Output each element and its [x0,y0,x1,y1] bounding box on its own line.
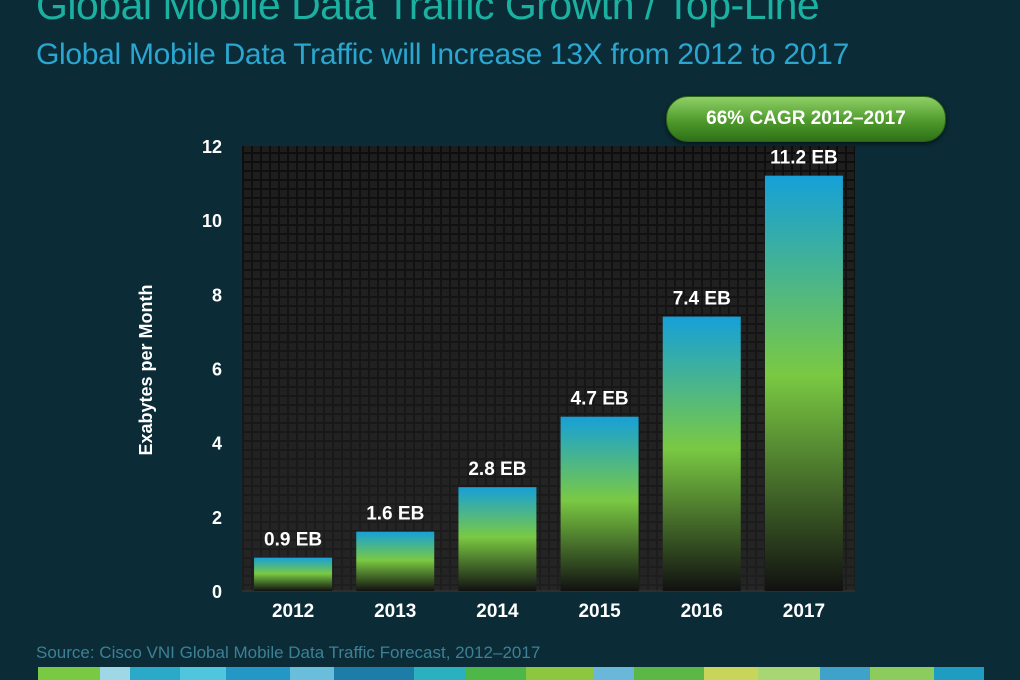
y-tick-label: 0 [212,582,222,602]
plot-texture [242,146,855,591]
bar-data-label: 1.6 EB [366,504,424,525]
bar-data-label: 2.8 EB [468,459,526,480]
x-tick-label: 2016 [681,601,723,622]
bar-2016 [662,316,741,591]
bar-2014 [458,487,537,591]
y-tick-label: 6 [212,360,222,380]
stripe-segment [704,667,758,680]
source-note: Source: Cisco VNI Global Mobile Data Tra… [36,643,541,662]
stripe-segment [758,667,820,680]
bar-chart: 0 2 4 6 8 10 12 0.9 EB 1.6 EB 2.8 EB 4.7 EB 7.4 EB… [136,137,855,622]
bar-2017 [764,175,843,591]
x-tick-label: 2012 [272,601,314,622]
stripe-segment [870,667,934,680]
bar-data-label: 7.4 EB [673,289,731,310]
x-tick-label: 2013 [374,601,416,622]
stripe-segment [594,667,634,680]
decorative-color-stripe [38,667,984,680]
y-tick-label: 4 [212,434,222,454]
stripe-segment [100,667,130,680]
stripe-segment [820,667,870,680]
y-tick-label: 10 [202,211,222,231]
y-tick-label: 2 [212,508,222,528]
cagr-badge-label: 66% CAGR 2012–2017 [706,108,906,129]
bar-data-label: 11.2 EB [770,148,838,169]
chart-subtitle: Global Mobile Data Traffic will Increase… [36,38,849,71]
bar-2015 [560,416,639,591]
stripe-segment [226,667,290,680]
cagr-badge: 66% CAGR 2012–2017 [666,96,946,142]
stripe-segment [466,667,526,680]
x-tick-label: 2015 [578,601,621,622]
stripe-segment [334,667,414,680]
x-tick-label: 2014 [476,601,519,622]
y-tick-label: 12 [202,137,222,157]
stripe-segment [290,667,334,680]
y-axis-label: Exabytes per Month [136,284,156,455]
bar-2012 [254,557,333,591]
x-tick-label: 2017 [783,601,825,622]
bar-2013 [356,531,435,591]
stripe-segment [180,667,226,680]
stripe-segment [414,667,466,680]
y-tick-label: 8 [212,285,222,305]
stripe-segment [934,667,984,680]
chart-title: Global Mobile Data Traffic Growth / Top-… [36,0,820,28]
stripe-segment [526,667,594,680]
stripe-segment [634,667,704,680]
stripe-segment [38,667,100,680]
stripe-segment [130,667,180,680]
bar-data-label: 0.9 EB [264,530,322,551]
bar-data-label: 4.7 EB [571,389,629,410]
